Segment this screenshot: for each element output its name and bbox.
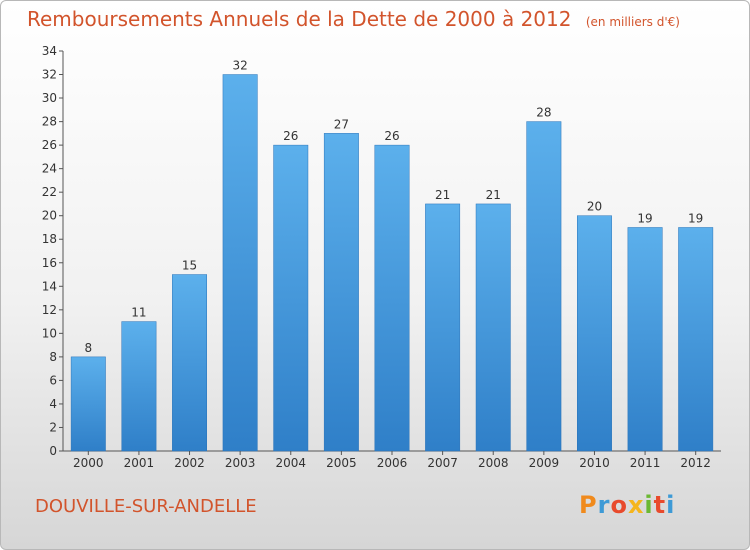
y-tick-label: 2: [49, 420, 57, 434]
bar-value-label: 15: [182, 259, 197, 273]
y-tick-label: 34: [42, 44, 57, 58]
logo-letter: t: [653, 491, 667, 519]
logo-letter: i: [666, 491, 676, 519]
bar-2002: [172, 274, 207, 452]
bar-value-label: 19: [637, 211, 652, 225]
y-tick-label: 4: [49, 397, 57, 411]
y-tick-label: 26: [42, 138, 57, 152]
x-tick-label: 2012: [680, 456, 711, 470]
y-tick-label: 18: [42, 232, 57, 246]
bar-2007: [425, 203, 461, 452]
y-tick-label: 12: [42, 303, 57, 317]
bar-value-label: 26: [384, 129, 399, 143]
bar-2004: [273, 144, 309, 452]
bar-value-label: 32: [233, 59, 248, 73]
chart-title: Remboursements Annuels de la Dette de 20…: [27, 7, 680, 31]
y-tick-label: 0: [49, 444, 57, 458]
bar-2009: [526, 121, 562, 452]
chart-title-text: Remboursements Annuels de la Dette de 20…: [27, 7, 572, 31]
logo-letter: P: [579, 491, 598, 519]
bar-2003: [222, 74, 258, 452]
x-tick-label: 2001: [124, 456, 155, 470]
logo-letter: r: [597, 491, 611, 519]
x-tick-label: 2002: [174, 456, 205, 470]
y-tick-label: 20: [42, 209, 57, 223]
x-tick-label: 2008: [478, 456, 509, 470]
y-tick-label: 6: [49, 373, 57, 387]
x-tick-label: 2000: [73, 456, 104, 470]
x-tick-label: 2011: [630, 456, 661, 470]
y-tick-label: 14: [42, 279, 57, 293]
logo-letter: i: [644, 491, 654, 519]
y-tick-label: 30: [42, 91, 57, 105]
y-tick-label: 22: [42, 185, 57, 199]
x-tick-label: 2010: [579, 456, 610, 470]
chart-subtitle: (en milliers d'€): [585, 15, 680, 29]
bar-2001: [121, 321, 157, 452]
bar-2010: [577, 215, 612, 452]
bar-value-label: 11: [131, 306, 146, 320]
bar-value-label: 21: [486, 188, 501, 202]
bar-value-label: 21: [435, 188, 450, 202]
bar-2012: [678, 227, 714, 452]
bar-value-label: 20: [587, 200, 602, 214]
y-tick-label: 10: [42, 326, 57, 340]
bar-value-label: 28: [536, 106, 551, 120]
y-tick-label: 16: [42, 256, 57, 270]
place-name: DOUVILLE-SUR-ANDELLE: [35, 496, 257, 517]
bar-value-label: 27: [334, 117, 349, 131]
y-tick-label: 32: [42, 68, 57, 82]
bar-2006: [374, 144, 410, 452]
x-tick-label: 2006: [377, 456, 408, 470]
logo-letter: o: [610, 491, 628, 519]
x-tick-label: 2004: [275, 456, 306, 470]
bar-2000: [70, 356, 106, 452]
x-tick-label: 2003: [225, 456, 256, 470]
bar-value-label: 26: [283, 129, 298, 143]
y-tick-label: 28: [42, 115, 57, 129]
bar-2008: [475, 203, 511, 452]
y-tick-label: 24: [42, 162, 57, 176]
bar-value-label: 8: [84, 341, 92, 355]
bar-2005: [323, 133, 359, 452]
bar-value-label: 19: [688, 211, 703, 225]
proxiti-logo: Proxiti: [579, 491, 675, 519]
x-tick-label: 2009: [529, 456, 560, 470]
x-tick-label: 2005: [326, 456, 357, 470]
y-tick-label: 8: [49, 350, 57, 364]
bar-2011: [627, 227, 663, 452]
x-tick-label: 2007: [427, 456, 458, 470]
logo-letter: x: [627, 491, 645, 519]
